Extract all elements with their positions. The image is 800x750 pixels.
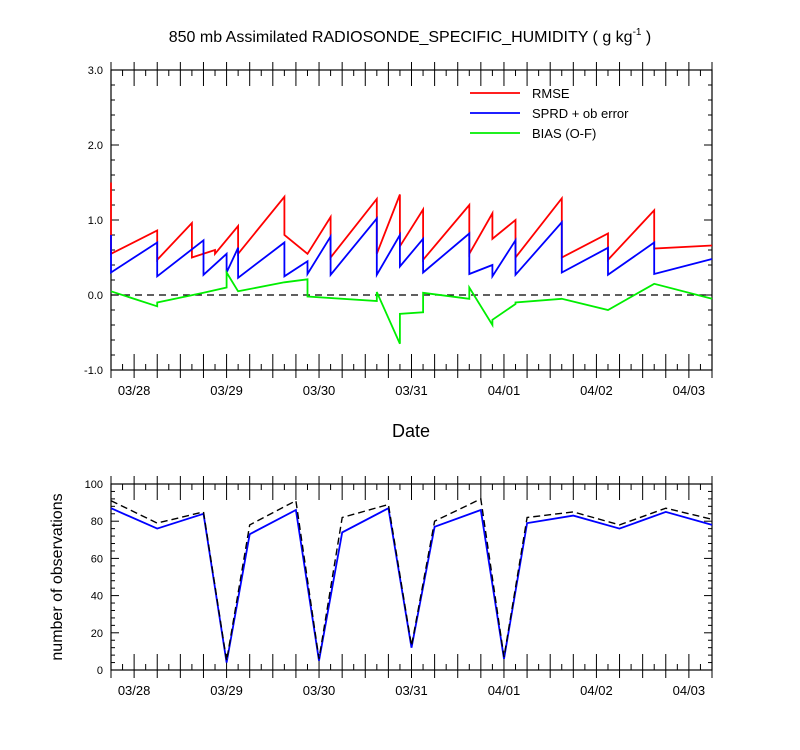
- bottom-series-0: [110, 506, 713, 663]
- bottom-xtick-label: 03/30: [303, 683, 336, 698]
- top-ytick-label: 0.0: [88, 290, 103, 302]
- top-ytick-label: 2.0: [88, 140, 103, 152]
- top-xtick-label: 03/28: [118, 383, 151, 398]
- bottom-ytick-label: 40: [91, 591, 103, 603]
- top-series-1: [110, 215, 713, 280]
- legend-label-rmse: RMSE: [532, 86, 570, 101]
- bottom-x-tick-labels: 03/28 03/29 03/30 03/31 04/01 04/02 04/03: [118, 683, 705, 698]
- top-y-tick-labels: -1.0 0.0 1.0 2.0 3.0: [84, 65, 103, 377]
- top-series-0: [110, 182, 713, 263]
- top-xtick-label: 04/02: [580, 383, 613, 398]
- chart-title: 850 mb Assimilated RADIOSONDE_SPECIFIC_H…: [169, 27, 652, 46]
- bottom-xtick-label: 03/28: [118, 683, 151, 698]
- bottom-series-group: [110, 497, 713, 663]
- chart-title-text: 850 mb Assimilated RADIOSONDE_SPECIFIC_H…: [169, 29, 633, 46]
- top-xtick-label: 03/30: [303, 383, 336, 398]
- bottom-y-tick-labels: 0 20 40 60 80 100: [85, 479, 103, 677]
- legend-label-sprd: SPRD + ob error: [532, 106, 629, 121]
- bottom-ticks: [110, 476, 713, 678]
- bottom-ytick-label: 0: [97, 665, 103, 677]
- top-ytick-label: -1.0: [84, 365, 103, 377]
- top-panel: -1.0 0.0 1.0 2.0 3.0 03/28 03/29 03/30 03/31 04/…: [84, 62, 713, 441]
- legend: RMSE SPRD + ob error BIAS (O-F): [470, 86, 629, 141]
- bottom-xtick-label: 04/03: [673, 683, 706, 698]
- top-xtick-label: 04/01: [488, 383, 521, 398]
- bottom-ytick-label: 20: [91, 628, 103, 640]
- legend-label-bias: BIAS (O-F): [532, 126, 596, 141]
- top-xtick-label: 04/03: [673, 383, 706, 398]
- y-axis-title-observations: number of observations: [49, 493, 66, 660]
- top-series-2: [110, 269, 713, 345]
- top-ytick-label: 3.0: [88, 65, 103, 77]
- bottom-ytick-label: 80: [91, 516, 103, 528]
- bottom-xtick-label: 04/02: [580, 683, 613, 698]
- top-x-tick-labels: 03/28 03/29 03/30 03/31 04/01 04/02 04/03: [118, 383, 705, 398]
- bottom-xtick-label: 03/31: [395, 683, 428, 698]
- bottom-ytick-label: 60: [91, 553, 103, 565]
- bottom-panel: 0 20 40 60 80 100 03/28 03/29 03/30 03/31 04/01 04…: [49, 476, 713, 698]
- bottom-series-1: [110, 497, 713, 661]
- top-ytick-label: 1.0: [88, 215, 103, 227]
- top-series-group: [110, 182, 713, 345]
- chart-title-end: ): [641, 29, 651, 46]
- chart-title-superscript: -1: [633, 27, 642, 38]
- top-xtick-label: 03/29: [210, 383, 243, 398]
- x-axis-title: Date: [392, 421, 430, 441]
- bottom-xtick-label: 03/29: [210, 683, 243, 698]
- top-xtick-label: 03/31: [395, 383, 428, 398]
- bottom-xtick-label: 04/01: [488, 683, 521, 698]
- bottom-ytick-label: 100: [85, 479, 103, 491]
